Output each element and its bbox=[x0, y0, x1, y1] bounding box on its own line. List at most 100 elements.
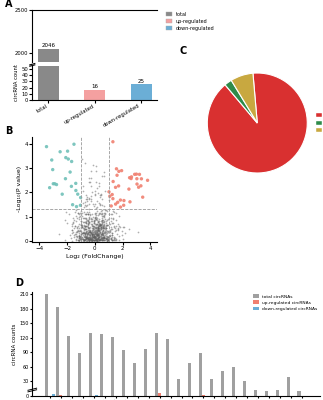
Point bbox=[91, 232, 96, 238]
Point bbox=[86, 238, 91, 244]
Point bbox=[122, 230, 128, 236]
Point bbox=[103, 232, 108, 238]
Point bbox=[92, 233, 97, 240]
Point bbox=[100, 234, 106, 240]
Point bbox=[81, 227, 87, 234]
Point bbox=[106, 236, 111, 243]
Point bbox=[86, 236, 91, 242]
Point bbox=[103, 232, 108, 239]
Point bbox=[97, 227, 102, 234]
Point bbox=[89, 231, 94, 237]
Point bbox=[86, 200, 91, 207]
Point bbox=[87, 229, 92, 235]
Wedge shape bbox=[231, 73, 257, 123]
Bar bbox=[166, 339, 169, 396]
Point bbox=[134, 181, 140, 187]
Point bbox=[103, 237, 108, 244]
Point bbox=[92, 229, 98, 235]
Point bbox=[85, 221, 90, 227]
Point bbox=[103, 235, 108, 242]
Point bbox=[84, 232, 89, 239]
Point bbox=[81, 237, 87, 244]
Point bbox=[99, 236, 104, 242]
Point bbox=[50, 166, 55, 173]
Point bbox=[81, 230, 86, 236]
Point bbox=[97, 224, 102, 231]
Point bbox=[101, 222, 106, 228]
Point bbox=[107, 233, 112, 239]
Point bbox=[91, 234, 97, 241]
Point bbox=[92, 236, 98, 242]
Point bbox=[91, 223, 97, 230]
Point bbox=[103, 220, 108, 226]
Point bbox=[78, 234, 84, 240]
Point bbox=[82, 230, 88, 237]
Point bbox=[89, 231, 95, 237]
Point bbox=[99, 230, 104, 237]
Point bbox=[76, 228, 81, 234]
Point bbox=[77, 237, 82, 244]
Point bbox=[101, 228, 106, 234]
Point bbox=[109, 232, 114, 238]
Point bbox=[73, 180, 78, 186]
Point bbox=[109, 226, 114, 232]
Point bbox=[99, 218, 104, 225]
Point bbox=[74, 218, 79, 224]
Point bbox=[108, 235, 113, 242]
Point bbox=[104, 208, 109, 214]
Point bbox=[109, 236, 114, 242]
Point bbox=[99, 230, 104, 236]
Point bbox=[110, 236, 115, 243]
Point bbox=[83, 226, 88, 232]
Point bbox=[105, 234, 110, 240]
Point bbox=[110, 216, 116, 222]
Point bbox=[84, 229, 89, 235]
Wedge shape bbox=[207, 73, 307, 173]
Point bbox=[87, 232, 92, 238]
Point bbox=[98, 232, 103, 239]
Point bbox=[89, 218, 95, 224]
Point bbox=[78, 227, 83, 234]
Point bbox=[116, 237, 121, 244]
Point bbox=[93, 214, 98, 221]
Point bbox=[96, 182, 101, 189]
Point bbox=[95, 224, 100, 231]
Point bbox=[118, 224, 123, 230]
Point bbox=[99, 217, 104, 223]
Point bbox=[91, 238, 96, 244]
Point bbox=[101, 232, 106, 238]
Point bbox=[77, 213, 82, 220]
Point bbox=[96, 232, 101, 238]
Point bbox=[90, 162, 95, 168]
Point bbox=[96, 225, 101, 231]
Point bbox=[95, 230, 100, 237]
Point bbox=[100, 223, 106, 230]
Point bbox=[95, 234, 100, 241]
Bar bbox=[265, 391, 268, 396]
Point bbox=[86, 231, 91, 237]
Point bbox=[103, 210, 108, 217]
Point bbox=[68, 234, 74, 241]
Point bbox=[90, 237, 95, 243]
Point bbox=[139, 176, 144, 182]
Point bbox=[103, 223, 109, 229]
Point bbox=[88, 227, 93, 234]
Point bbox=[115, 199, 120, 206]
Point bbox=[95, 238, 100, 244]
Bar bbox=[254, 390, 257, 396]
Point bbox=[77, 210, 82, 217]
Point bbox=[83, 160, 88, 166]
Point bbox=[73, 213, 78, 219]
Point bbox=[83, 223, 88, 230]
Point bbox=[112, 234, 117, 240]
Point bbox=[88, 231, 93, 237]
Point bbox=[100, 225, 105, 231]
Point bbox=[91, 230, 96, 237]
Point bbox=[85, 235, 90, 241]
Point bbox=[96, 231, 101, 237]
Point bbox=[98, 232, 103, 238]
Point bbox=[82, 234, 87, 240]
Point bbox=[88, 236, 93, 243]
Bar bbox=[84, 228, 105, 229]
Point bbox=[116, 233, 121, 239]
